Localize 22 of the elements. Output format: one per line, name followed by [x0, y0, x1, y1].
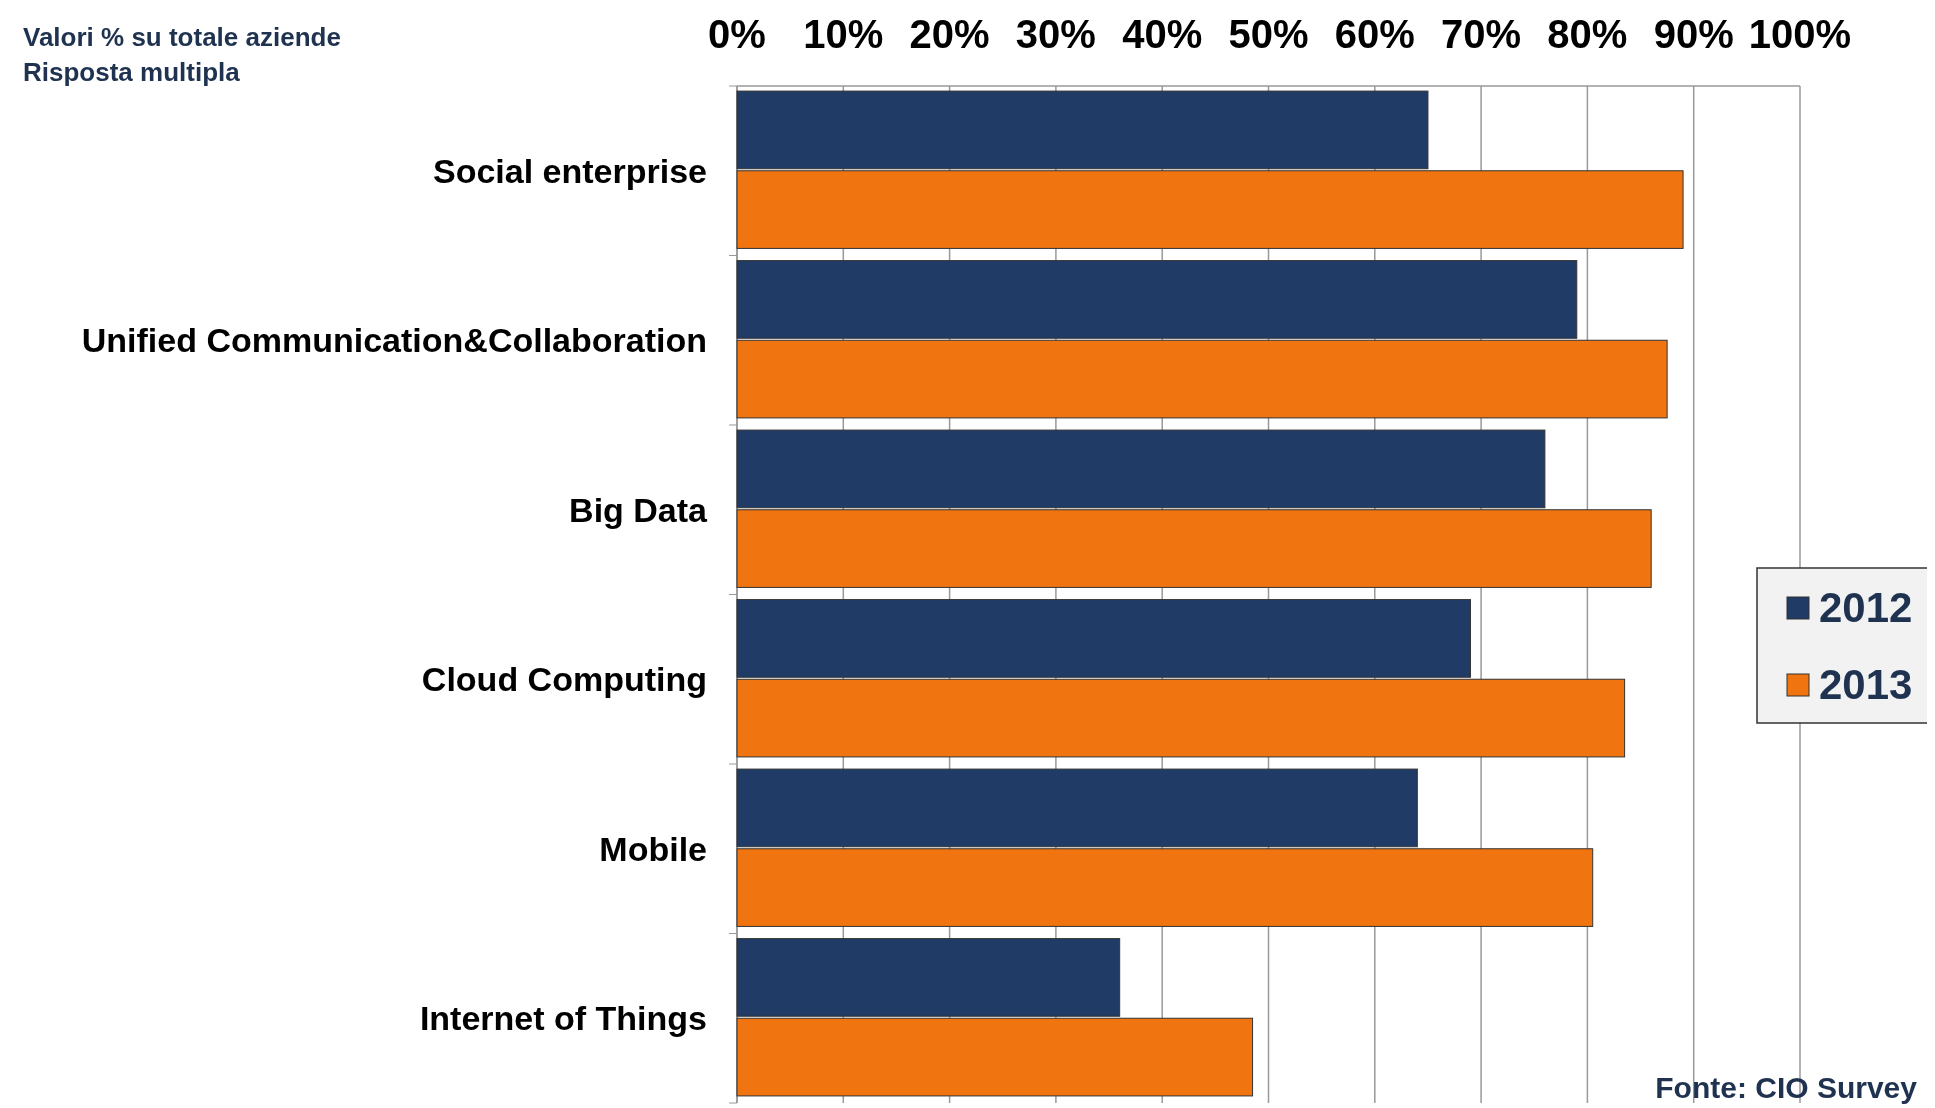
- text: Risposta multipla: [23, 57, 241, 87]
- x-tick-label: 50%: [1228, 12, 1309, 56]
- y-tick-label: Internet of Things: [419, 999, 707, 1038]
- x-tick-label: 10%: [803, 12, 884, 56]
- y-tick-label: Social enterprise: [432, 151, 707, 190]
- x-tick-label: 80%: [1547, 12, 1628, 56]
- legend-label: 2013: [1819, 661, 1913, 708]
- annotation: Fonte: CIO Survey: [1655, 1071, 1918, 1104]
- x-tick-label: 90%: [1653, 12, 1734, 56]
- x-tick-label: 30%: [1015, 12, 1096, 56]
- x-tick-label: 40%: [1122, 12, 1203, 56]
- y-tick-label: Unified Communication&Collaboration: [81, 321, 707, 360]
- x-tick-label: 100%: [1748, 12, 1852, 56]
- y-tick-label: Mobile: [599, 829, 707, 868]
- x-tick-label: 0%: [708, 12, 766, 56]
- x-tick-label: 60%: [1334, 12, 1415, 56]
- x-tick-label: 70%: [1441, 12, 1522, 56]
- x-tick-label: 20%: [909, 12, 990, 56]
- y-tick-label: Big Data: [569, 490, 709, 529]
- text: Valori % su totale aziende: [23, 22, 341, 52]
- y-tick-label: Cloud Computing: [421, 660, 707, 699]
- legend-label: 2012: [1819, 584, 1913, 631]
